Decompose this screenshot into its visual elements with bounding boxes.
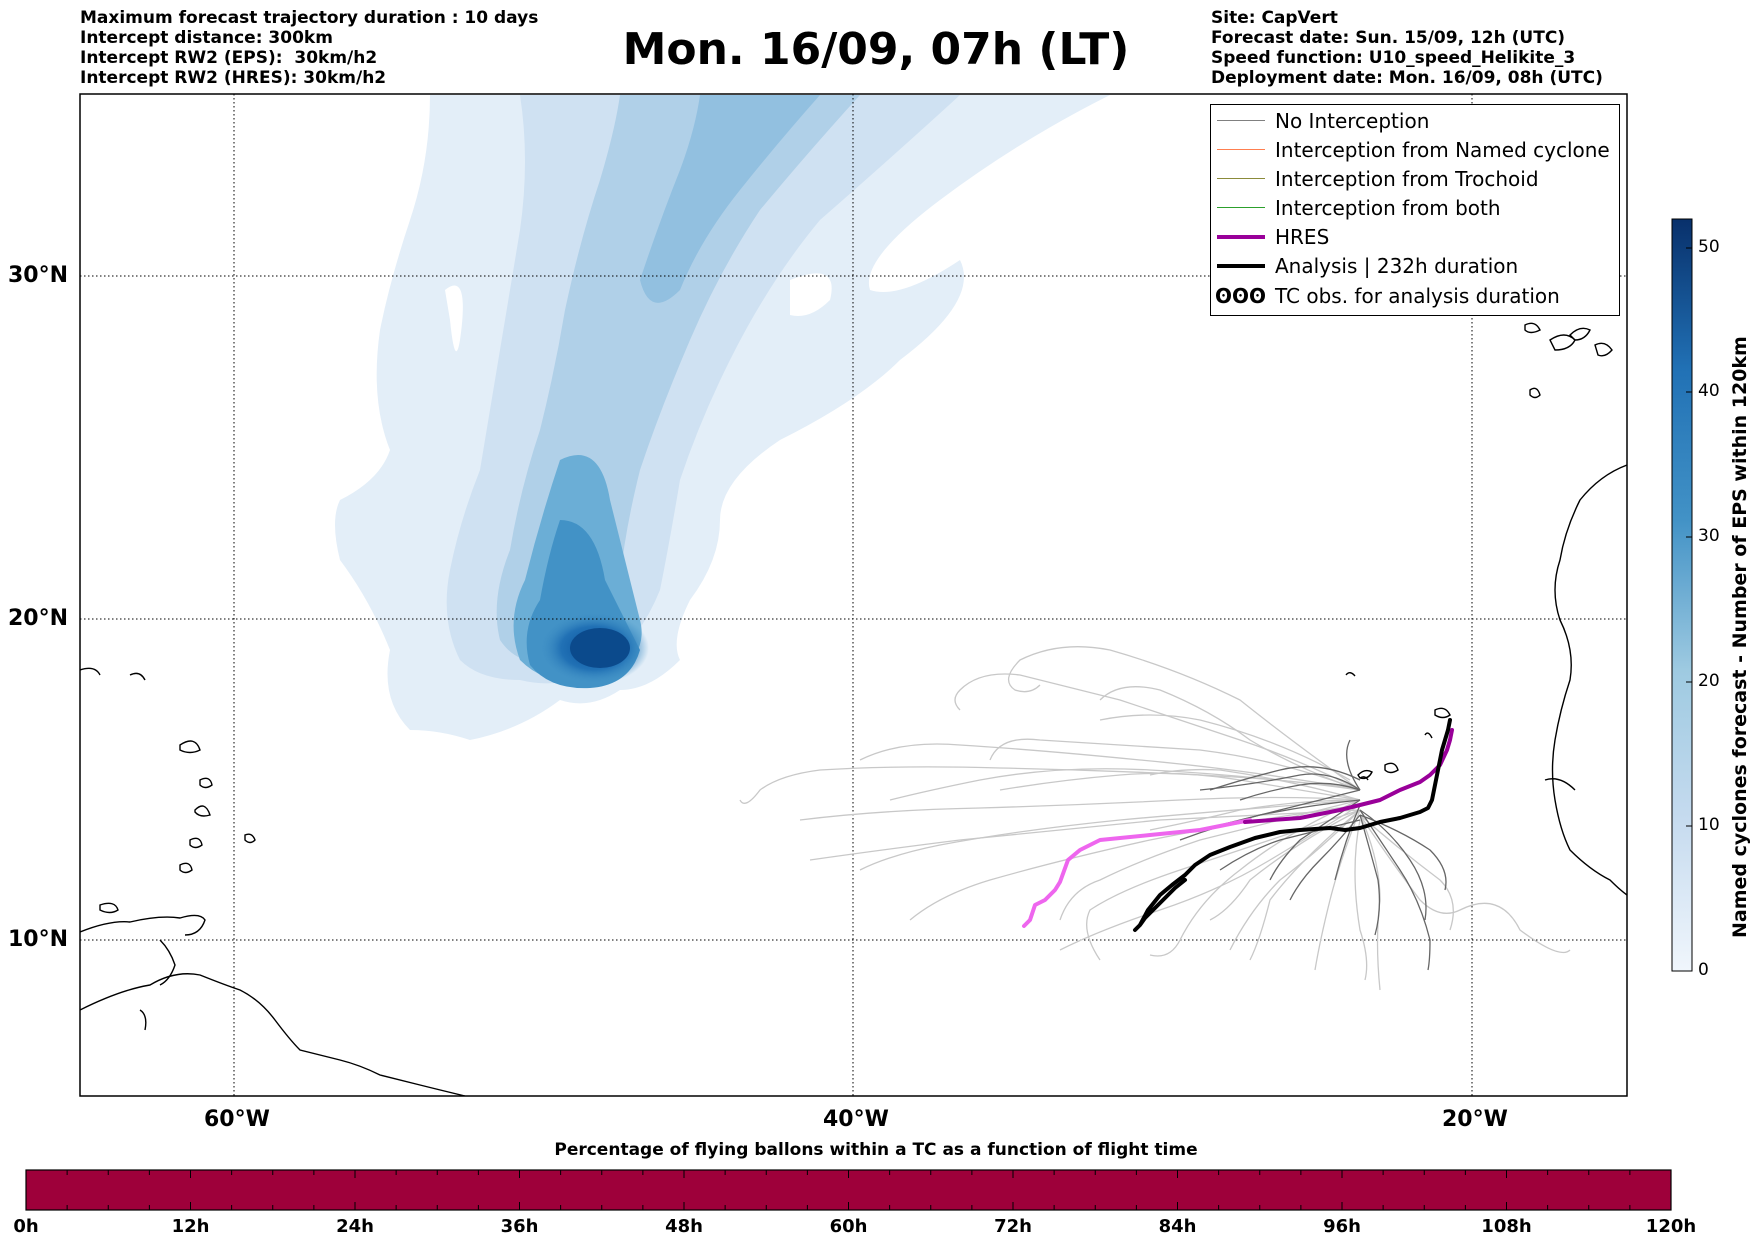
- legend-item-no-interception: No Interception: [1211, 108, 1619, 134]
- legend-label: Interception from both: [1275, 196, 1501, 220]
- bar-tick-36h: 36h: [500, 1216, 539, 1237]
- bar-tick-60h: 60h: [829, 1216, 868, 1237]
- colorbar-tick-30: 30: [1698, 526, 1720, 546]
- colorbar-tick-40: 40: [1698, 381, 1720, 401]
- legend-swatch: [1217, 264, 1265, 268]
- bar-tick-72h: 72h: [994, 1216, 1032, 1237]
- bar-tick-84h: 84h: [1158, 1216, 1197, 1237]
- tc-obs-icon: ʘʘʘ: [1215, 284, 1267, 308]
- header-right-line-2: Forecast date: Sun. 15/09, 12h (UTC): [1211, 28, 1566, 48]
- colorbar-gradient: [1671, 218, 1693, 972]
- legend-label: Interception from Named cyclone: [1275, 138, 1610, 162]
- lat-label-30n: 30°N: [8, 263, 69, 288]
- legend-label: No Interception: [1275, 109, 1430, 133]
- bar-tick-48h: 48h: [665, 1216, 703, 1237]
- legend-swatch: [1217, 235, 1265, 239]
- legend-item-named-cyclone: Interception from Named cyclone: [1211, 137, 1619, 163]
- legend-label: HRES: [1275, 225, 1330, 249]
- bar-tick-96h: 96h: [1323, 1216, 1361, 1237]
- legend-label: Analysis | 232h duration: [1275, 254, 1519, 278]
- lon-label-40w: 40°W: [823, 1107, 889, 1132]
- colorbar-tick-10: 10: [1698, 815, 1720, 835]
- bar-tick-24h: 24h: [336, 1216, 374, 1237]
- flight-time-bar-title: Percentage of flying ballons within a TC…: [554, 1140, 1198, 1160]
- lon-label-60w: 60°W: [204, 1107, 270, 1132]
- legend-swatch: [1217, 178, 1265, 179]
- bar-tick-0h: 0h: [13, 1216, 39, 1237]
- bar-tick-108h: 108h: [1481, 1216, 1532, 1237]
- colorbar-label: Named cyclones forecast - Number of EPS …: [1729, 336, 1751, 938]
- bar-tick-120h: 120h: [1645, 1216, 1697, 1237]
- legend-item-both: Interception from both: [1211, 195, 1619, 221]
- bar-tick-12h: 12h: [171, 1216, 210, 1237]
- eps-density-field: [335, 95, 1110, 740]
- legend-swatch: [1217, 207, 1265, 208]
- header-left-line-2: Intercept distance: 300km: [80, 28, 333, 48]
- legend-item-analysis: Analysis | 232h duration: [1211, 253, 1619, 279]
- legend-item-tc-obs: ʘʘʘ TC obs. for analysis duration: [1211, 283, 1619, 309]
- lon-label-20w: 20°W: [1442, 1107, 1508, 1132]
- header-right-line-1: Site: CapVert: [1211, 8, 1338, 28]
- ensemble-light-tracks: [739, 646, 1571, 991]
- flight-time-bar-ticks: [66, 1170, 1631, 1210]
- analysis-track: [1133, 718, 1452, 932]
- page-title: Mon. 16/09, 07h (LT): [622, 24, 1130, 75]
- legend-label: TC obs. for analysis duration: [1275, 284, 1560, 308]
- legend-swatch: [1217, 120, 1265, 121]
- colorbar-tick-20: 20: [1698, 671, 1720, 691]
- legend: No Interception Interception from Named …: [1210, 104, 1620, 316]
- header-right-line-3: Speed function: U10_speed_Helikite_3: [1211, 48, 1576, 68]
- plot-frame: [79, 93, 1628, 1097]
- header-left-line-4: Intercept RW2 (HRES): 30km/h2: [80, 68, 387, 88]
- header-right-line-4: Deployment date: Mon. 16/09, 08h (UTC): [1211, 68, 1603, 88]
- ensemble-trajectories: [739, 646, 1571, 991]
- colorbar-tick-50: 50: [1698, 237, 1720, 257]
- flight-time-bar: [25, 1169, 1672, 1211]
- hres-track: [1022, 728, 1454, 928]
- legend-label: Interception from Trochoid: [1275, 167, 1539, 191]
- ensemble-dark-tracks: [1179, 739, 1447, 971]
- lat-label-10n: 10°N: [8, 927, 69, 952]
- legend-swatch: [1217, 149, 1265, 150]
- colorbar-tick-0: 0: [1698, 960, 1709, 980]
- colorbar: [1671, 218, 1693, 972]
- header-left-line-1: Maximum forecast trajectory duration : 1…: [80, 8, 539, 28]
- colorbar-tick-marks: [1686, 247, 1692, 972]
- legend-item-trochoid: Interception from Trochoid: [1211, 166, 1619, 192]
- lat-label-20n: 20°N: [8, 606, 69, 631]
- coastlines: [80, 322, 1627, 1096]
- header-left-line-3: Intercept RW2 (EPS): 30km/h2: [80, 48, 378, 68]
- legend-item-hres: HRES: [1211, 224, 1619, 250]
